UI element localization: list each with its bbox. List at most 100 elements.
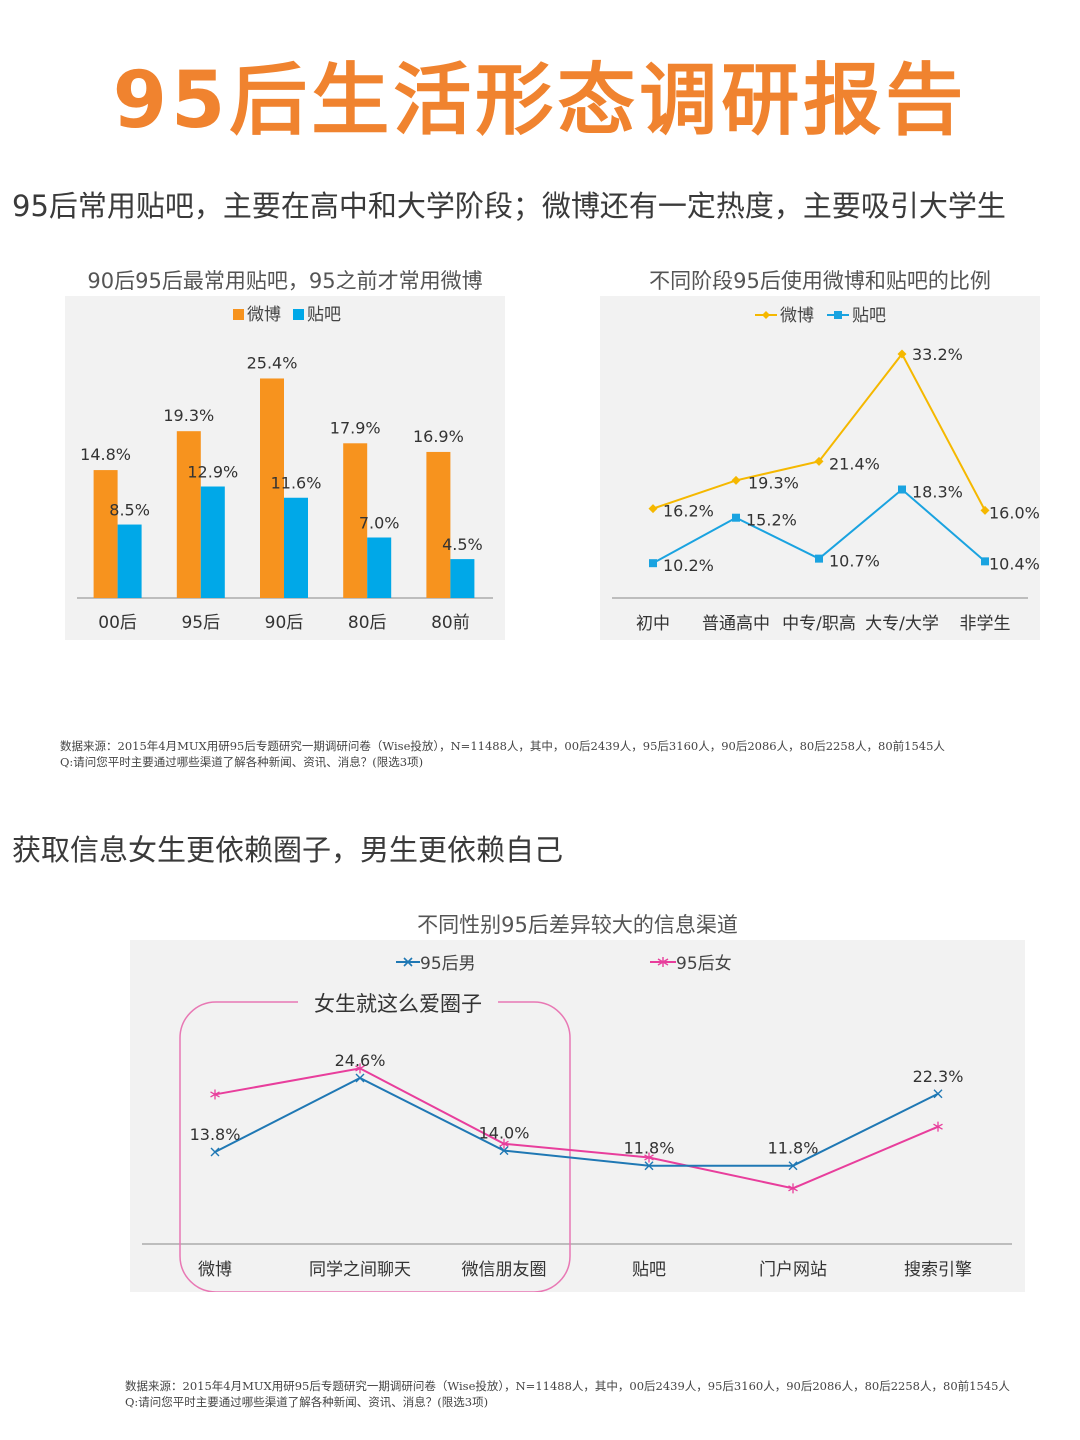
x-tick-label: 00后 — [98, 613, 137, 633]
source-note-2-line2: Q:请问您平时主要通过哪些渠道了解各种新闻、资讯、消息？(限选3项) — [125, 1395, 489, 1409]
x-tick-label: 普通高中 — [702, 614, 770, 634]
x-tick-label: 中专/职高 — [782, 614, 856, 634]
data-label: 22.3% — [913, 1067, 964, 1086]
data-label: 25.4% — [247, 353, 298, 372]
source-note-1-line1: 数据来源：2015年4月MUX用研95后专题研究一期调研问卷（Wise投放），N… — [60, 739, 945, 753]
bar-tieba — [117, 524, 142, 598]
bar-tieba — [450, 559, 475, 598]
point-marker-female — [210, 1089, 220, 1100]
x-tick-label: 90后 — [265, 613, 304, 633]
data-label: 15.2% — [746, 511, 797, 530]
point-marker-weibo — [648, 504, 658, 514]
data-label: 7.0% — [359, 514, 400, 533]
source-note-1: 数据来源：2015年4月MUX用研95后专题研究一期调研问卷（Wise投放），N… — [60, 738, 945, 770]
annotation-label-bg — [298, 990, 498, 1016]
point-marker-male — [210, 1147, 220, 1157]
point-marker-female — [933, 1121, 943, 1132]
point-marker-weibo — [897, 349, 907, 359]
data-label: 8.5% — [109, 501, 150, 520]
data-label: 11.8% — [624, 1139, 675, 1158]
x-tick-label: 80前 — [431, 613, 470, 633]
legend-label-tieba: 贴吧 — [852, 306, 886, 326]
data-label: 13.8% — [190, 1125, 241, 1144]
gender-chart-panel: 95后男 95后女女生就这么爱圈子 13.8% 24.6% 14.0% 11.8% 11.8… — [130, 940, 1025, 1292]
data-label: 18.3% — [912, 483, 963, 502]
point-marker-female — [499, 1138, 509, 1149]
data-label: 21.4% — [829, 454, 880, 473]
point-marker-male — [499, 1146, 509, 1156]
line-chart: 微博 贴吧 16.2% 19.3% 21.4% 33.2% 16.0% 10.2% 15.2% 1… — [612, 306, 1040, 634]
data-label: 14.8% — [80, 445, 131, 464]
data-label: 19.3% — [163, 406, 214, 425]
series-line-female — [214, 1067, 939, 1190]
gender-chart-title: 不同性别95后差异较大的信息渠道 — [417, 913, 738, 937]
x-tick-label: 微信朋友圈 — [462, 1260, 547, 1280]
bar-weibo — [343, 443, 368, 598]
point-marker-tieba — [732, 513, 740, 522]
data-label: 11.6% — [271, 474, 322, 493]
data-label: 16.9% — [413, 427, 464, 446]
x-tick-label: 微博 — [198, 1260, 232, 1280]
point-marker-weibo — [731, 475, 741, 485]
page-title: 95后生活形态调研报告 — [112, 56, 968, 146]
legend-label-tieba: 贴吧 — [307, 305, 341, 325]
bar-chart-panel: 微博 贴吧 14.8% 8.5% 00后 19.3% 12.9% 95后 25.4% 11.6% 9… — [65, 296, 505, 640]
bar-tieba — [284, 497, 308, 598]
data-label: 19.3% — [748, 473, 799, 492]
data-label: 14.0% — [479, 1124, 530, 1143]
bar-chart-title: 90后95后最常用贴吧，95之前才常用微博 — [87, 269, 483, 293]
x-tick-label: 搜索引擎 — [904, 1260, 972, 1280]
data-label: 11.8% — [768, 1139, 819, 1158]
bar-tieba — [200, 486, 225, 598]
point-marker-weibo — [980, 505, 990, 515]
x-tick-label: 大专/大学 — [865, 614, 939, 634]
point-marker-tieba — [649, 559, 657, 568]
point-marker-tieba — [981, 557, 989, 566]
series-line-male — [214, 1076, 939, 1167]
bar-weibo — [93, 470, 118, 598]
data-label: 10.2% — [663, 556, 714, 575]
point-marker-male — [644, 1161, 654, 1171]
point-marker-tieba — [815, 554, 823, 563]
section1-heading: 95后常用贴吧，主要在高中和大学阶段；微博还有一定热度，主要吸引大学生 — [12, 189, 1006, 223]
data-label: 33.2% — [912, 345, 963, 364]
point-marker-female — [788, 1183, 798, 1194]
bar-chart: 微博 贴吧 14.8% 8.5% 00后 19.3% 12.9% 95后 25.4% 11.6% 9… — [77, 305, 493, 633]
data-label: 10.4% — [989, 554, 1040, 573]
source-note-1-line2: Q:请问您平时主要通过哪些渠道了解各种新闻、资讯、消息？(限选3项) — [60, 755, 424, 769]
data-label: 10.7% — [829, 552, 880, 571]
point-marker-tieba — [898, 485, 906, 494]
annotation-label: 女生就这么爱圈子 — [314, 992, 482, 1016]
section2-heading: 获取信息女生更依赖圈子，男生更依赖自己 — [12, 833, 564, 867]
point-marker-female — [355, 1063, 365, 1074]
x-tick-label: 80后 — [348, 613, 387, 633]
legend-swatch-weibo — [233, 309, 244, 320]
legend-label-male: 95后男 — [420, 954, 476, 974]
bar-weibo — [426, 451, 451, 598]
point-marker-weibo — [814, 456, 824, 466]
source-note-2-line1: 数据来源：2015年4月MUX用研95后专题研究一期调研问卷（Wise投放），N… — [125, 1379, 1010, 1393]
x-tick-label: 初中 — [636, 614, 670, 634]
x-tick-label: 贴吧 — [632, 1260, 666, 1280]
x-tick-label: 非学生 — [960, 614, 1011, 634]
data-label: 16.2% — [663, 502, 714, 521]
data-label: 4.5% — [442, 535, 483, 554]
point-marker-male — [355, 1073, 365, 1083]
x-tick-label: 门户网站 — [759, 1260, 827, 1280]
legend-label-weibo: 微博 — [247, 305, 281, 325]
point-marker-male — [788, 1161, 798, 1171]
legend-marker-weibo — [762, 311, 770, 319]
line-chart-title: 不同阶段95后使用微博和贴吧的比例 — [649, 269, 991, 293]
x-tick-label: 同学之间聊天 — [309, 1260, 411, 1280]
bar-tieba — [367, 537, 392, 598]
annotation-box — [179, 1001, 571, 1292]
line-chart-panel: 微博 贴吧 16.2% 19.3% 21.4% 33.2% 16.0% 10.2% 15.2% 1… — [600, 296, 1040, 640]
legend-label-weibo: 微博 — [780, 306, 814, 326]
data-label: 12.9% — [187, 463, 238, 482]
legend-marker-female — [657, 957, 669, 967]
legend-label-female: 95后女 — [676, 954, 732, 974]
data-label: 24.6% — [335, 1051, 386, 1070]
x-tick-label: 95后 — [181, 613, 220, 633]
legend-swatch-tieba — [293, 309, 304, 320]
